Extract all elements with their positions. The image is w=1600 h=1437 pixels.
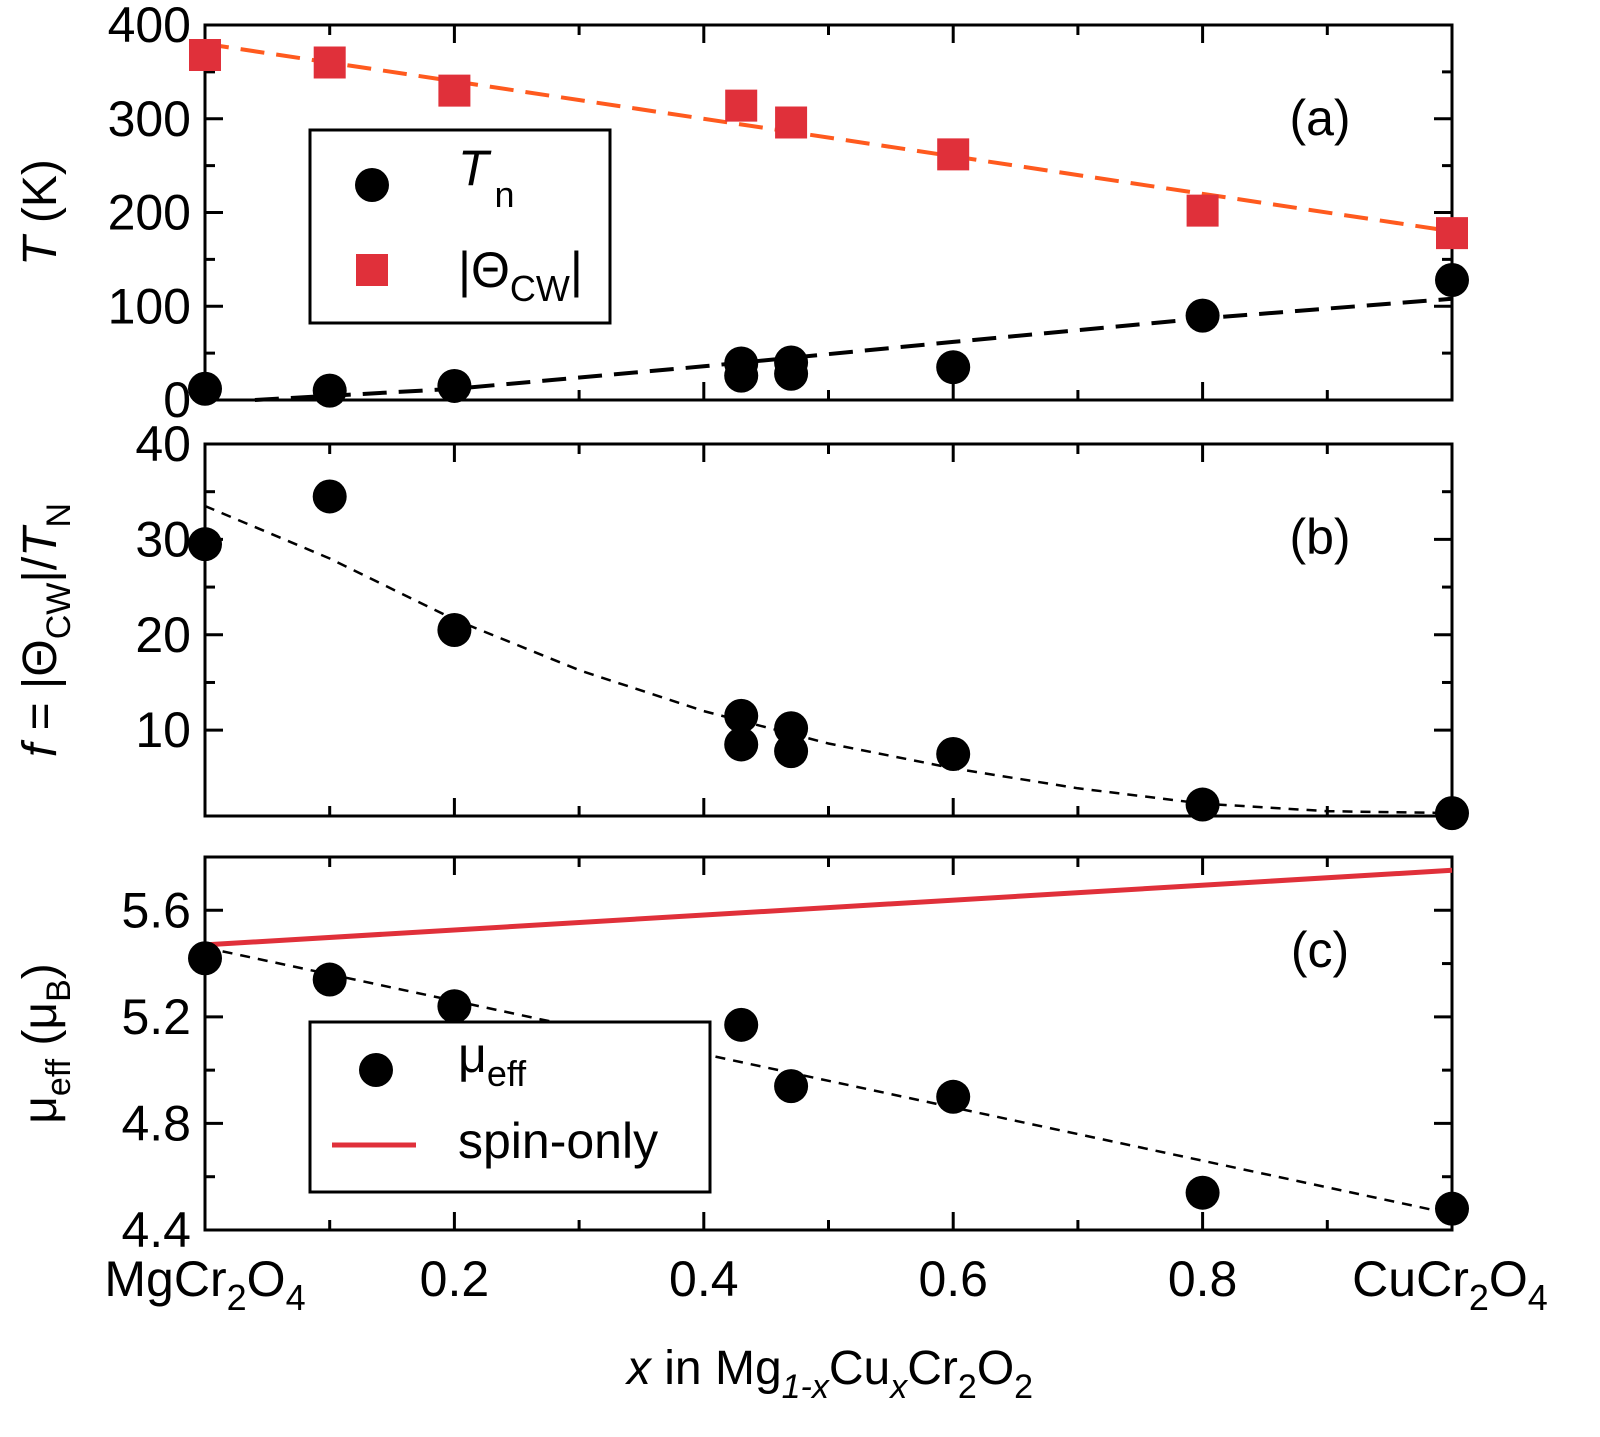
data-point-square bbox=[438, 74, 471, 107]
data-point-circle bbox=[774, 734, 809, 769]
plot-frame bbox=[203, 442, 1454, 818]
data-point-circle bbox=[312, 479, 347, 514]
x-tick-label: 0.8 bbox=[1168, 1251, 1238, 1307]
y-tick-label: 40 bbox=[135, 416, 191, 472]
y-tick-label: 10 bbox=[135, 702, 191, 758]
x-tick-label: 0.2 bbox=[420, 1251, 490, 1307]
x-tick-label: MgCr2O4 bbox=[104, 1251, 305, 1318]
legend-marker-square bbox=[356, 254, 388, 286]
data-point-circle bbox=[774, 1069, 809, 1104]
data-point-circle bbox=[724, 1007, 759, 1042]
data-point-circle bbox=[437, 613, 472, 647]
y-tick-label: 0 bbox=[163, 372, 191, 428]
data-point-square bbox=[937, 138, 970, 171]
x-axis-tick-labels: MgCr2O4 0.2 0.4 0.6 0.8 CuCr2O4 bbox=[104, 1251, 1547, 1318]
data-point-circle bbox=[936, 1079, 971, 1114]
fit-line bbox=[204, 41, 1453, 234]
data-point-circle bbox=[1435, 796, 1469, 831]
y-tick-label: 400 bbox=[108, 0, 191, 53]
panel-tag: (c) bbox=[1291, 922, 1349, 978]
y-tick-label: 4.4 bbox=[121, 1202, 191, 1258]
data-point-square bbox=[1436, 217, 1468, 250]
data-point-square bbox=[313, 46, 346, 79]
legend-box bbox=[308, 1020, 712, 1194]
legend-label-theta: |ΘCW| bbox=[458, 242, 583, 309]
legend-marker-circle bbox=[359, 1053, 393, 1087]
data-point-square bbox=[725, 89, 758, 122]
x-tick-label: 0.4 bbox=[669, 1251, 739, 1307]
data-point-circle bbox=[1185, 298, 1220, 333]
y-tick-label: 30 bbox=[135, 511, 191, 567]
data-point-circle bbox=[437, 368, 472, 403]
data-point-circle bbox=[312, 373, 347, 408]
data-point-circle bbox=[1435, 1191, 1469, 1226]
legend-label-mueff: μeff bbox=[458, 1027, 527, 1094]
data-point-square bbox=[189, 39, 221, 71]
data-point-circle bbox=[1185, 1175, 1220, 1210]
legend: μeff spin-only bbox=[308, 1020, 712, 1194]
y-axis-label: f = |ΘCW|/TN bbox=[14, 503, 78, 757]
fit-line bbox=[204, 946, 1453, 1216]
data-point-circle bbox=[1185, 787, 1220, 822]
data-point-circle bbox=[437, 989, 472, 1024]
data-point-circle bbox=[936, 737, 971, 771]
data-point-circle bbox=[774, 345, 809, 380]
data-point-square bbox=[775, 106, 808, 139]
data-point-circle bbox=[724, 727, 759, 762]
y-axis-label: μeff (μB) bbox=[14, 963, 78, 1124]
fit-line bbox=[254, 296, 1453, 402]
legend-box bbox=[308, 128, 612, 325]
x-tick-label: CuCr2O4 bbox=[1352, 1251, 1548, 1318]
data-point-circle bbox=[724, 346, 759, 381]
data-point-circle bbox=[724, 698, 759, 733]
data-point-square bbox=[1186, 194, 1219, 227]
legend-marker-circle bbox=[355, 168, 389, 202]
y-tick-label: 4.8 bbox=[121, 1095, 191, 1151]
data-point-circle bbox=[188, 371, 222, 406]
data-point-circle bbox=[188, 941, 222, 976]
data-point-circle bbox=[188, 527, 222, 562]
data-point-circle bbox=[936, 350, 971, 385]
fit-line bbox=[204, 504, 1453, 815]
y-tick-label: 5.6 bbox=[121, 882, 191, 938]
legend-label-spin-only: spin-only bbox=[458, 1113, 658, 1169]
y-axis-label: T (K) bbox=[14, 159, 67, 266]
data-point-circle bbox=[312, 962, 347, 997]
panel-tag: (b) bbox=[1289, 509, 1350, 565]
panel-c: 4.4 4.8 5.2 5.6 (c) μeff (μB) μeff spin-only bbox=[14, 855, 1469, 1258]
panel-b: 10 20 30 40 (b) f = |ΘCW|/TN bbox=[14, 416, 1469, 831]
spin-only-line bbox=[204, 867, 1453, 948]
y-tick-label: 300 bbox=[108, 91, 191, 147]
data-point-circle bbox=[1435, 263, 1469, 297]
panel-tag: (a) bbox=[1289, 90, 1350, 146]
y-tick-label: 100 bbox=[108, 278, 191, 334]
x-axis-label: x in Mg1-xCuxCr2O2 bbox=[625, 1342, 1033, 1406]
x-axis-title: x in Mg1-xCuxCr2O2 bbox=[625, 1342, 1033, 1406]
x-tick-label: 0.6 bbox=[918, 1251, 988, 1307]
y-tick-label: 5.2 bbox=[121, 989, 191, 1045]
y-tick-label: 200 bbox=[108, 185, 191, 241]
y-tick-label: 20 bbox=[135, 607, 191, 663]
